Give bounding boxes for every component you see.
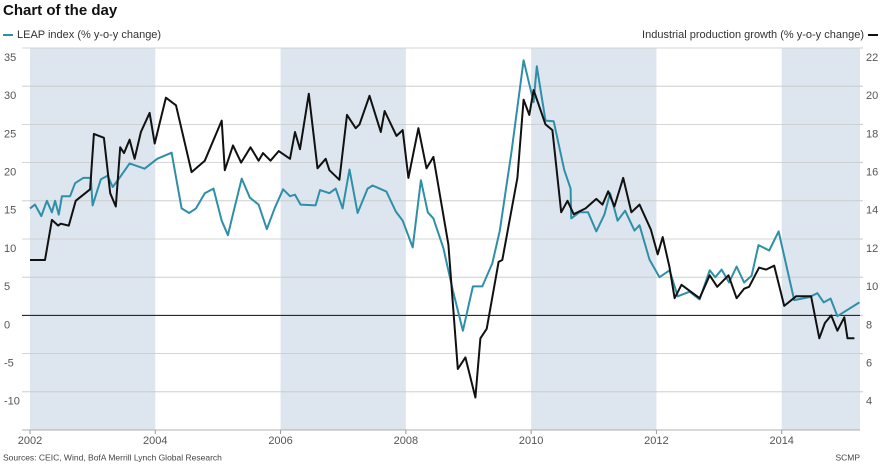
y-tick-label: 30 [4,90,16,102]
y2-tick-label: 14 [866,205,878,217]
legend-label: LEAP index (% y-o-y change) [17,29,161,41]
y-tick-label: 10 [4,243,16,255]
y-tick-label: 5 [4,281,10,293]
y2-tick-label: 8 [866,319,872,331]
source: Sources: CEIC, Wind, BofA Merrill Lynch … [3,452,222,462]
chart-title: Chart of the day [3,2,118,19]
x-tick-label: 2008 [394,435,418,447]
credit: SCMP [835,452,860,462]
y2-tick-label: 22 [866,52,878,64]
y2-tick-label: 6 [866,358,872,370]
y-tick-label: 0 [4,319,10,331]
y-tick-label: -10 [4,396,20,408]
x-tick-label: 2004 [143,435,167,447]
y2-tick-label: 18 [866,128,878,140]
x-tick-label: 2010 [519,435,543,447]
y2-tick-label: 20 [866,90,878,102]
x-tick-label: 2006 [268,435,292,447]
x-tick-label: 2014 [769,435,793,447]
y-tick-label: -5 [4,358,14,370]
series-line [30,89,855,399]
y-tick-label: 25 [4,128,16,140]
y-tick-label: 15 [4,205,16,217]
y2-tick-label: 4 [866,396,872,408]
plot: -10 -5 0 5 10 15 20 25 30 35 4 6 8 10 12 14 16 18 20 22 2002… [4,47,878,447]
y-tick-label: 20 [4,167,16,179]
x-tick-label: 2002 [18,435,42,447]
y2-tick-label: 10 [866,281,878,293]
x-tick-label: 2012 [644,435,668,447]
y-tick-label: 35 [4,52,16,64]
legend-label: Industrial production growth (% y-o-y ch… [642,29,864,41]
y2-tick-label: 16 [866,167,878,179]
y2-tick-label: 12 [866,243,878,255]
